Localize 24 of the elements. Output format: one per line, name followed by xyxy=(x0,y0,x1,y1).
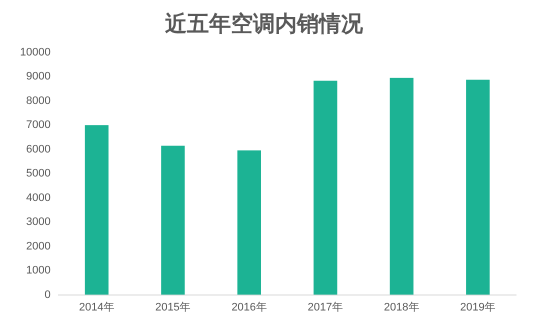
y-tick-label: 8000 xyxy=(26,94,51,107)
bar xyxy=(237,150,261,295)
x-tick-label: 2017年 xyxy=(308,301,344,314)
y-tick-label: 10000 xyxy=(20,46,51,58)
y-tick-label: 0 xyxy=(44,288,51,301)
y-tick-label: 3000 xyxy=(26,216,51,228)
y-tick-label: 5000 xyxy=(26,168,51,180)
y-tick-label: 1000 xyxy=(26,264,51,277)
chart-title: 近五年空调内销情况 xyxy=(164,10,364,37)
x-tick-label: 2014年 xyxy=(78,301,114,314)
x-tick-label: 2019年 xyxy=(460,301,496,314)
y-tick-label: 7000 xyxy=(26,119,51,132)
x-tick-label: 2016年 xyxy=(231,301,267,314)
x-tick-label: 2015年 xyxy=(155,301,191,314)
bar xyxy=(161,146,185,295)
bar xyxy=(390,78,414,295)
x-tick-label: 2018年 xyxy=(384,301,420,314)
y-tick-label: 6000 xyxy=(26,143,51,156)
y-tick-label: 2000 xyxy=(26,240,51,252)
y-tick-label: 9000 xyxy=(26,70,51,83)
bar xyxy=(84,125,109,295)
y-tick-label: 4000 xyxy=(26,192,51,204)
bar xyxy=(466,80,490,295)
bar xyxy=(314,80,338,295)
